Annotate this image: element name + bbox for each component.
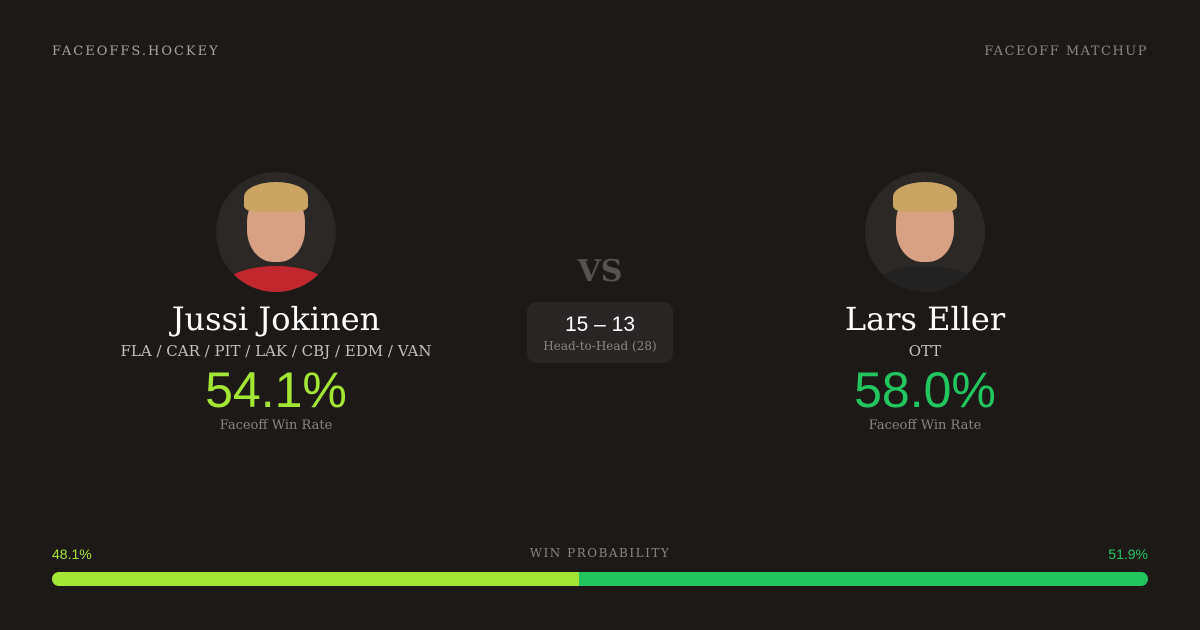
win-probability-bar [52, 572, 1148, 586]
player2-teams: OTT [908, 342, 942, 360]
player1-teams: FLA / CAR / PIT / LAK / CBJ / EDM / VAN [120, 342, 432, 360]
player2-name: Lars Eller [844, 300, 1006, 338]
win-probability-label: WIN PROBABILITY [529, 546, 671, 560]
player2-win-rate: 58.0% [854, 362, 996, 418]
brand-logo-text: FACEOFFS.HOCKEY [52, 44, 220, 59]
player1-card: Jussi Jokinen FLA / CAR / PIT / LAK / CB… [76, 172, 476, 433]
head-to-head-score: 15 – 13 [564, 313, 636, 336]
player2-card: Lars Eller OTT 58.0% Faceoff Win Rate [725, 172, 1125, 433]
vs-label: VS [577, 254, 623, 289]
player2-avatar [865, 172, 985, 292]
player1-win-probability: 48.1% [52, 546, 92, 562]
player2-probability-fill [579, 572, 1148, 586]
head-to-head-label: Head-to-Head (28) [543, 339, 657, 353]
player1-avatar [216, 172, 336, 292]
player2-win-rate-label: Faceoff Win Rate [868, 418, 982, 433]
player1-probability-fill [52, 572, 580, 586]
player1-win-rate-label: Faceoff Win Rate [219, 418, 333, 433]
player2-win-probability: 51.9% [1108, 546, 1148, 562]
page-tag: FACEOFF MATCHUP [984, 44, 1148, 59]
head-to-head-box: 15 – 13 Head-to-Head (28) [527, 302, 673, 363]
player1-name: Jussi Jokinen [171, 300, 381, 338]
player1-win-rate: 54.1% [205, 362, 347, 418]
